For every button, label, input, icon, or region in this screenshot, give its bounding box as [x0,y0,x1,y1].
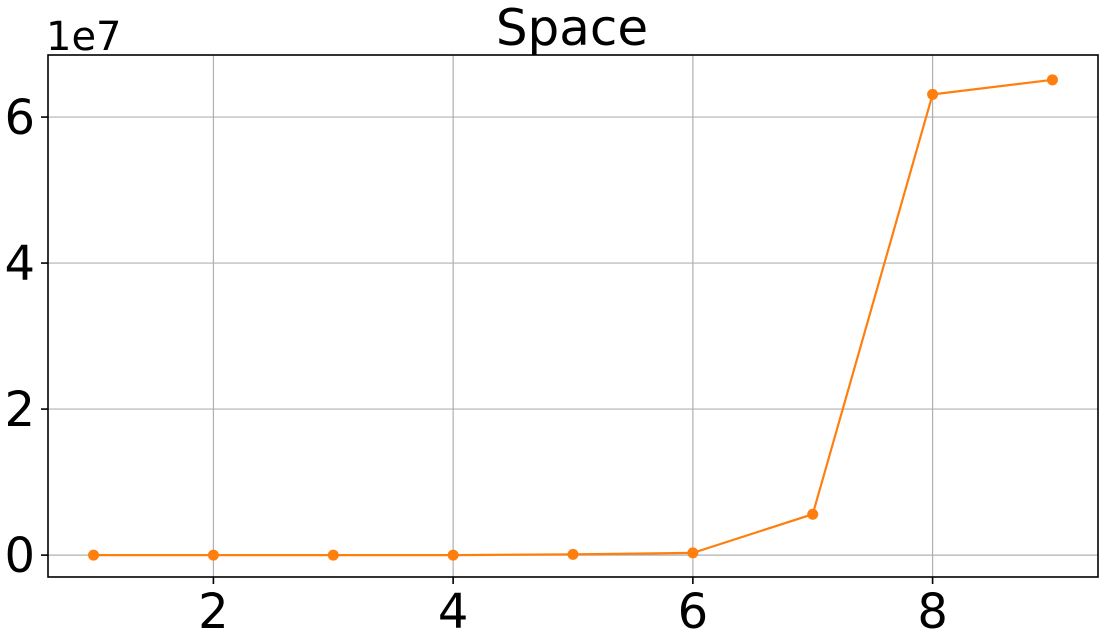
data-point-1 [88,549,100,561]
x-tick-label-6: 6 [678,584,709,635]
data-point-3 [327,549,339,561]
y-tick-label-6: 6 [4,90,35,146]
data-point-2 [207,549,219,561]
x-tick-label-2: 2 [198,584,229,635]
x-tick-label-8: 8 [917,584,948,635]
y-offset-label: 1e7 [46,14,122,60]
chart-title: Space [496,0,648,57]
x-axis-ticks: 2 4 6 8 [198,577,948,635]
data-point-6 [687,547,699,559]
data-point-8 [927,88,939,100]
plot-area-frame [47,54,1099,578]
data-point-4 [447,549,459,561]
x-tick-label-4: 4 [438,584,469,635]
data-point-9 [1046,74,1058,86]
y-tick-label-4: 4 [4,236,35,292]
y-tick-label-0: 0 [4,528,35,584]
y-axis-ticks: 0 2 4 6 [4,90,48,584]
axes-frame [47,54,1099,578]
data-point-7 [807,508,819,520]
y-tick-label-2: 2 [4,382,35,438]
data-point-5 [567,548,579,560]
series-line-0 [93,78,1053,557]
grid-lines [48,55,1098,577]
series-layer [88,74,1058,561]
